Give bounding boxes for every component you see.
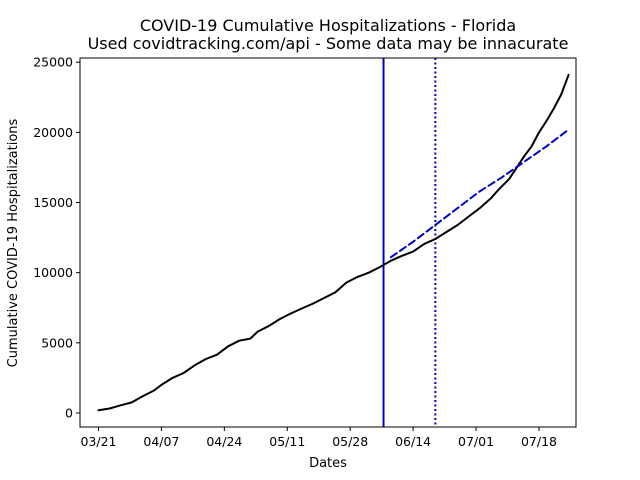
series-line-actual	[97, 73, 570, 412]
x-tick-label: 03/21	[80, 434, 116, 449]
x-tick-label: 06/14	[395, 434, 431, 449]
x-tick-label: 04/07	[143, 434, 179, 449]
y-tick-label: 10000	[33, 265, 73, 280]
x-axis-label: Dates	[309, 456, 347, 471]
chart-subtitle: Used covidtracking.com/api - Some data m…	[88, 34, 569, 53]
x-tick-label: 05/11	[269, 434, 305, 449]
x-axis: 03/21 04/07 04/24 05/11 05/28 06/14 07/01 07/18	[80, 427, 557, 449]
y-tick-label: 25000	[33, 55, 73, 70]
y-tick-label: 20000	[33, 125, 73, 140]
y-tick-label: 5000	[41, 335, 73, 350]
y-axis-label: Cumulative COVID-19 Hospitalizations	[6, 118, 21, 367]
plot-frame	[79, 57, 577, 428]
x-tick-label: 05/28	[332, 434, 368, 449]
series-line-projection	[389, 128, 570, 259]
x-tick-label: 04/24	[206, 434, 242, 449]
y-tick-label: 15000	[33, 195, 73, 210]
x-tick-label: 07/01	[458, 434, 494, 449]
chart-title: COVID-19 Cumulative Hospitalizations - F…	[140, 16, 516, 35]
plot-area	[97, 58, 570, 427]
y-tick-label: 0	[65, 405, 73, 420]
y-axis: 0 5000 10000 15000 20000 25000	[33, 55, 80, 420]
x-tick-label: 07/18	[521, 434, 557, 449]
